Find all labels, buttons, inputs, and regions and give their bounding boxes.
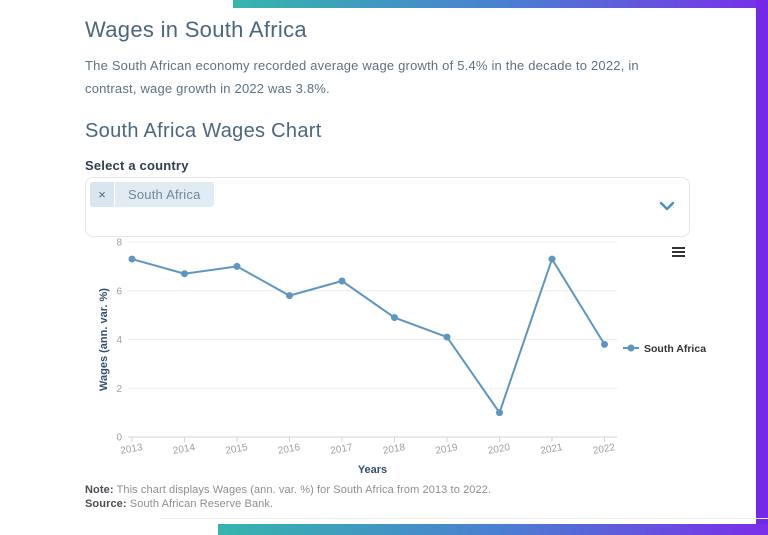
source-text: South African Reserve Bank.	[126, 497, 274, 510]
right-gradient-bar	[756, 0, 768, 535]
country-select[interactable]: × South Africa	[85, 177, 690, 237]
select-country-label: Select a country	[85, 158, 189, 173]
y-tick-label: 0	[116, 433, 122, 444]
data-point[interactable]	[286, 292, 293, 300]
data-point[interactable]	[181, 270, 188, 278]
page-title: Wages in South Africa	[85, 17, 307, 42]
hamburger-icon	[672, 251, 685, 253]
y-tick-label: 2	[116, 384, 122, 395]
chart-menu-button[interactable]	[670, 245, 687, 259]
chart-footnotes: Note: This chart displays Wages (ann. va…	[85, 484, 491, 511]
wages-chart-svg: 0 2 4 6 8 2013 2014 2015 2016 2017 2018 2019 2020 202…	[98, 238, 706, 477]
selected-country-tag: × South Africa	[90, 182, 214, 207]
x-tick-label: 2013	[120, 442, 144, 457]
y-tick-label: 6	[116, 286, 122, 297]
y-tick-label: 4	[116, 335, 122, 346]
hamburger-icon	[672, 247, 685, 249]
data-point[interactable]	[233, 262, 241, 270]
data-point[interactable]	[548, 255, 556, 263]
remove-tag-icon[interactable]: ×	[90, 182, 114, 207]
x-tick-label: 2021	[540, 442, 564, 457]
source-line: Source: South African Reserve Bank.	[85, 498, 491, 512]
data-point[interactable]	[128, 255, 136, 263]
source-label: Source:	[85, 497, 127, 510]
data-point[interactable]	[601, 340, 608, 348]
data-point[interactable]	[338, 277, 346, 285]
chevron-down-icon[interactable]	[659, 201, 675, 211]
y-axis-title: Wages (ann. var. %)	[98, 288, 110, 391]
x-axis-title: Years	[358, 464, 387, 476]
x-tick-label: 2015	[225, 442, 249, 457]
hamburger-icon	[672, 255, 685, 257]
intro-paragraph: The South African economy recorded avera…	[85, 58, 639, 96]
x-tick-label: 2018	[382, 442, 406, 457]
x-tick-label: 2019	[435, 442, 459, 457]
note-label: Note:	[85, 484, 114, 496]
bottom-gradient-bar	[218, 524, 768, 535]
note-text: This chart displays Wages (ann. var. %) …	[113, 484, 492, 496]
y-tick-label: 8	[116, 238, 122, 249]
x-tick-label: 2022	[592, 442, 616, 457]
legend-label[interactable]: South Africa	[644, 343, 706, 355]
note-line: Note: This chart displays Wages (ann. va…	[85, 484, 491, 498]
selected-country-tag-label: South Africa	[115, 182, 214, 207]
section-title: South Africa Wages Chart	[85, 120, 322, 142]
data-point[interactable]	[391, 314, 398, 322]
x-tick-label: 2016	[277, 442, 301, 457]
legend-marker-dot	[627, 344, 635, 352]
top-gradient-bar	[233, 0, 768, 8]
data-point[interactable]	[496, 409, 503, 417]
x-tick-label: 2017	[330, 442, 354, 457]
card-bottom-edge	[160, 518, 768, 519]
series-line	[131, 256, 606, 415]
data-point[interactable]	[443, 333, 451, 341]
x-tick-label: 2014	[172, 442, 196, 457]
x-tick-label: 2020	[487, 442, 511, 457]
wages-chart: 0 2 4 6 8 2013 2014 2015 2016 2017 2018 2019 2020 202…	[85, 236, 725, 482]
